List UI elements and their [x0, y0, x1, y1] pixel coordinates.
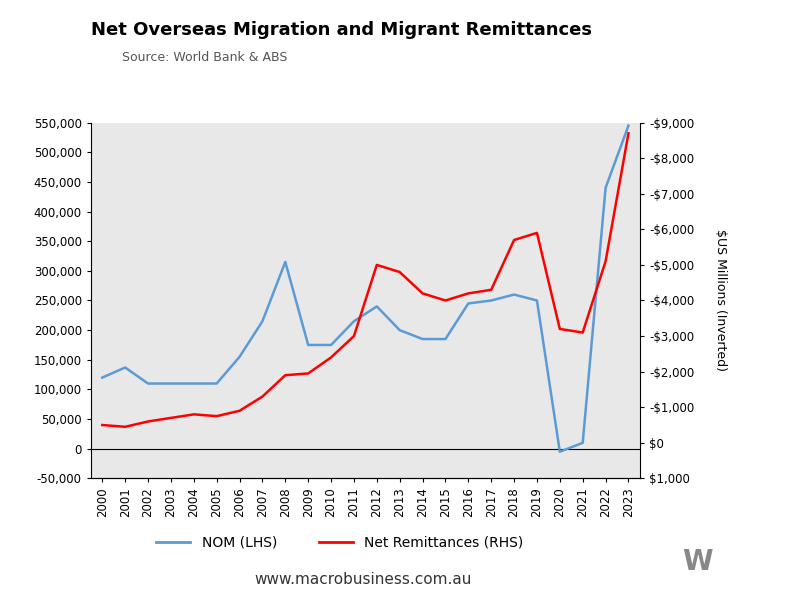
Text: W: W [682, 548, 713, 576]
Text: MACRO: MACRO [671, 36, 739, 54]
Legend: NOM (LHS), Net Remittances (RHS): NOM (LHS), Net Remittances (RHS) [150, 530, 529, 555]
Y-axis label: $US Millions (Inverted): $US Millions (Inverted) [713, 230, 727, 371]
Text: Net Overseas Migration and Migrant Remittances: Net Overseas Migration and Migrant Remit… [91, 21, 592, 39]
Text: BUSINESS: BUSINESS [671, 63, 739, 76]
Text: Source: World Bank & ABS: Source: World Bank & ABS [122, 51, 288, 64]
Text: www.macrobusiness.com.au: www.macrobusiness.com.au [254, 572, 472, 587]
